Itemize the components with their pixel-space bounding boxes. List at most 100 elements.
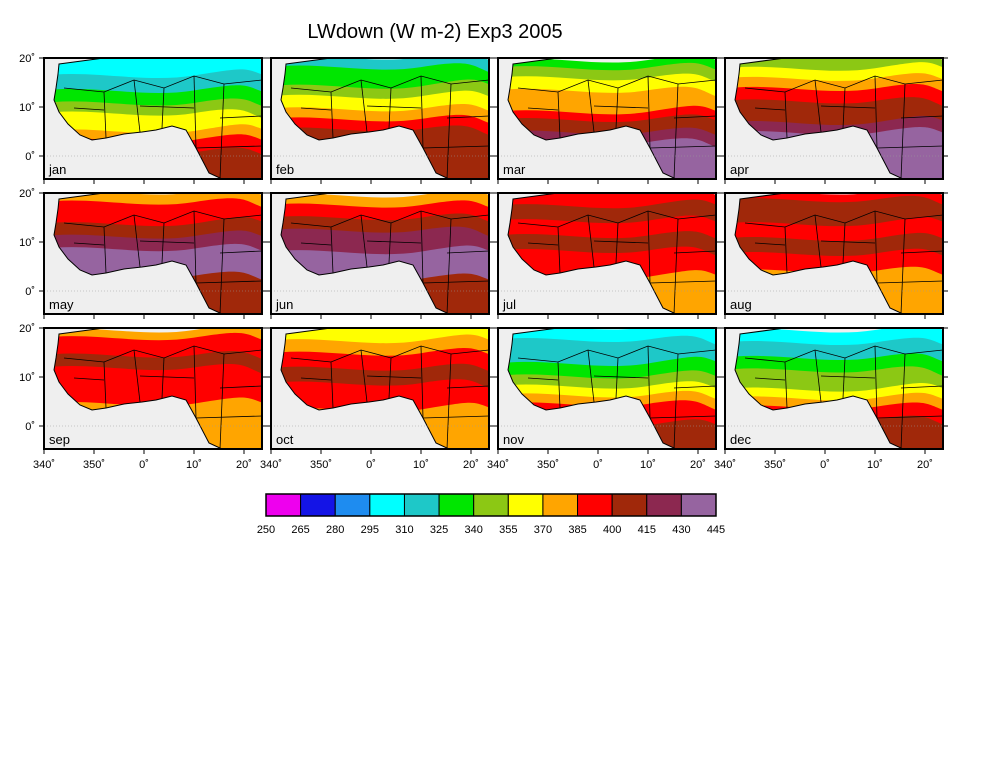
lon-tick-label: 0˚ — [366, 459, 376, 471]
colorbar-swatch — [646, 493, 682, 517]
colorbar-level-label: 325 — [430, 524, 448, 536]
map-panel-may: may — [39, 192, 267, 319]
lat-tick-label: 20˚ — [19, 53, 35, 65]
colorbar-swatch — [403, 493, 440, 517]
panel-frame — [43, 327, 263, 450]
map-panel-oct: oct — [266, 327, 494, 454]
lon-tick-label: 20˚ — [917, 459, 933, 471]
panel-frame — [497, 327, 717, 450]
lat-tick-label: 10˚ — [19, 237, 35, 249]
month-label: jan — [48, 162, 66, 177]
colorbar-level-label: 430 — [672, 524, 690, 536]
map-panels: jan feb mar apr may jun jul aug sep oct nov dec — [39, 57, 948, 454]
lat-tick-label: 0˚ — [25, 286, 35, 298]
lat-tick-label: 0˚ — [25, 151, 35, 163]
lat-tick-label: 10˚ — [19, 102, 35, 114]
colorbar-level-label: 280 — [326, 524, 344, 536]
map-panel-jul: jul — [493, 192, 721, 319]
colorbar-swatch — [369, 493, 405, 517]
lon-tick-label: 340˚ — [260, 459, 282, 471]
lat-tick-label: 20˚ — [19, 323, 35, 335]
country-borders — [63, 75, 263, 180]
panel-frame — [43, 57, 263, 180]
lon-tick-label: 350˚ — [310, 459, 332, 471]
colorbar-level-label: 400 — [603, 524, 621, 536]
colorbar-swatch — [542, 493, 579, 517]
map-panel-aug: aug — [720, 192, 948, 319]
panel-frame — [724, 57, 944, 180]
colorbar-swatch — [334, 493, 371, 517]
lon-tick-label: 350˚ — [537, 459, 559, 471]
colorbar-level-label: 370 — [534, 524, 552, 536]
lon-tick-label: 340˚ — [487, 459, 509, 471]
colorbar-swatch — [507, 493, 544, 517]
panel-frame — [270, 327, 490, 450]
colorbar: 250 265 280 295 310 325 340 355 370 385 400 415 430 4… — [257, 493, 725, 536]
country-borders — [517, 75, 717, 180]
lon-tick-label: 20˚ — [690, 459, 706, 471]
map-panel-apr: apr — [720, 57, 948, 184]
colorbar-level-label: 415 — [638, 524, 656, 536]
map-panel-dec: dec — [720, 327, 948, 454]
country-borders — [744, 210, 944, 315]
lat-tick-label: 20˚ — [19, 188, 35, 200]
map-panel-feb: feb — [266, 57, 494, 184]
panel-frame — [497, 192, 717, 315]
month-label: apr — [730, 162, 749, 177]
country-borders — [290, 210, 490, 315]
map-panel-sep: sep — [39, 327, 267, 454]
map-panel-jan: jan — [39, 57, 267, 184]
lon-tick-label: 10˚ — [413, 459, 429, 471]
colorbar-swatch — [680, 493, 717, 517]
lon-tick-label: 0˚ — [593, 459, 603, 471]
colorbar-level-label: 250 — [257, 524, 275, 536]
lon-tick-label: 10˚ — [867, 459, 883, 471]
lon-tick-label: 350˚ — [83, 459, 105, 471]
colorbar-swatch — [611, 493, 648, 517]
month-label: aug — [730, 297, 752, 312]
lon-tick-label: 20˚ — [463, 459, 479, 471]
panel-frame — [270, 192, 490, 315]
country-borders — [517, 345, 717, 450]
month-label: dec — [730, 432, 751, 447]
month-label: mar — [503, 162, 526, 177]
month-label: sep — [49, 432, 70, 447]
country-borders — [63, 210, 263, 315]
lon-tick-label: 0˚ — [820, 459, 830, 471]
lon-tick-label: 10˚ — [186, 459, 202, 471]
country-borders — [290, 75, 490, 180]
map-panel-mar: mar — [493, 57, 721, 184]
month-label: nov — [503, 432, 524, 447]
colorbar-swatch — [473, 493, 509, 517]
lon-tick-label: 340˚ — [714, 459, 736, 471]
figure-title: LWdown (W m-2) Exp3 2005 — [307, 21, 562, 43]
panel-frame — [724, 192, 944, 315]
month-label: jul — [502, 297, 516, 312]
panel-frame — [43, 192, 263, 315]
colorbar-swatch — [438, 493, 475, 517]
colorbar-swatch — [300, 493, 336, 517]
colorbar-level-label: 295 — [361, 524, 379, 536]
colorbar-level-label: 265 — [291, 524, 309, 536]
panel-frame — [724, 327, 944, 450]
longitude-tick-labels: 340˚ 350˚ 0˚ 10˚ 20˚ 340˚ 350˚ 0˚ 10˚ 20˚ 340˚ 350˚… — [33, 459, 933, 471]
month-label: may — [49, 297, 74, 312]
country-borders — [517, 210, 717, 315]
country-borders — [744, 345, 944, 450]
colorbar-level-label: 445 — [707, 524, 725, 536]
map-panel-nov: nov — [493, 327, 721, 454]
month-label: jun — [275, 297, 293, 312]
panel-frame — [270, 57, 490, 180]
lon-tick-label: 20˚ — [236, 459, 252, 471]
panel-frame — [497, 57, 717, 180]
colorbar-level-label: 340 — [465, 524, 483, 536]
country-borders — [744, 75, 944, 180]
colorbar-swatch — [265, 493, 302, 517]
latitude-tick-labels: 20˚ 10˚ 0˚ 20˚ 10˚ 0˚ 20˚ 10˚ 0˚ — [19, 53, 35, 433]
lon-tick-label: 0˚ — [139, 459, 149, 471]
month-label: oct — [276, 432, 294, 447]
colorbar-level-label: 385 — [568, 524, 586, 536]
country-borders — [63, 345, 263, 450]
country-borders — [290, 345, 490, 450]
